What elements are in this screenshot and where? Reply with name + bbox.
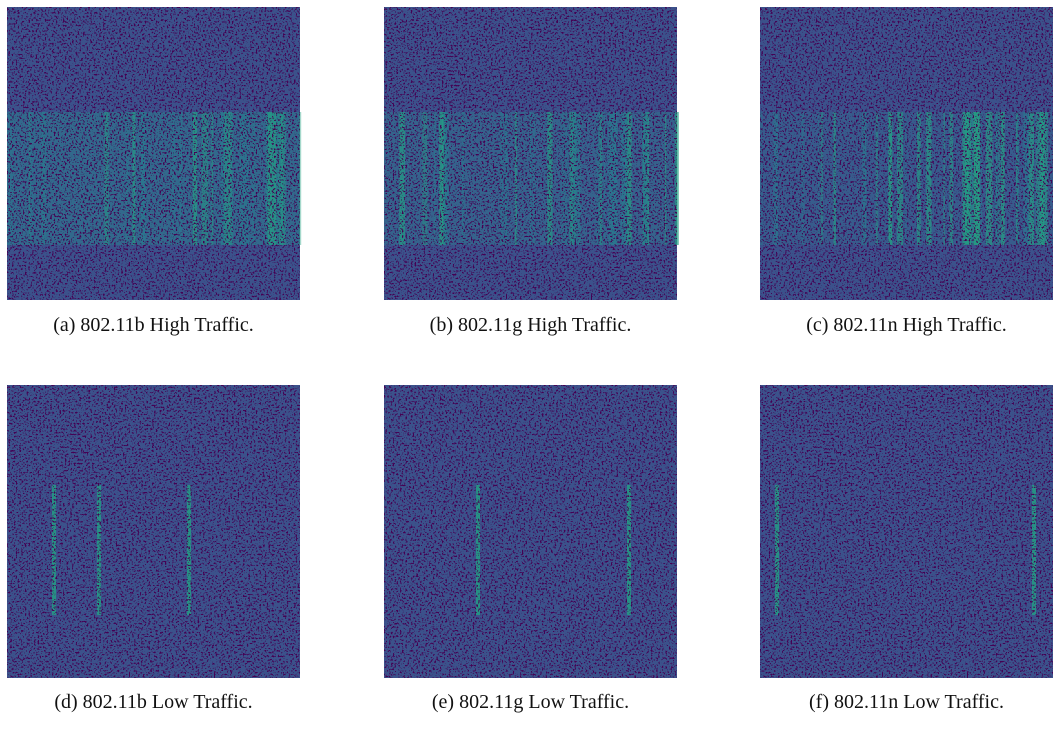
noise-speckle [7, 7, 300, 300]
noise-speckle [760, 385, 1053, 678]
noise-speckle [760, 7, 1053, 300]
spectrogram-panel [760, 385, 1053, 678]
noise-speckle [384, 385, 677, 678]
panel-caption: (c) 802.11n High Traffic. [806, 314, 1007, 336]
spectrogram-panel [384, 7, 679, 300]
panel-caption: (b) 802.11g High Traffic. [430, 314, 632, 336]
signal-stripe [298, 112, 302, 245]
noise-speckle [7, 385, 300, 678]
spectrogram-panel [384, 385, 677, 678]
spectrogram-panel [7, 385, 300, 678]
panel-caption: (a) 802.11b High Traffic. [53, 314, 254, 336]
panel-caption: (d) 802.11b Low Traffic. [54, 691, 252, 713]
spectrogram-panel [7, 7, 302, 300]
noise-speckle [384, 7, 677, 300]
panel-caption: (f) 802.11n Low Traffic. [809, 691, 1004, 713]
panel-caption: (e) 802.11g Low Traffic. [432, 691, 629, 713]
spectrogram-panel [760, 7, 1053, 300]
